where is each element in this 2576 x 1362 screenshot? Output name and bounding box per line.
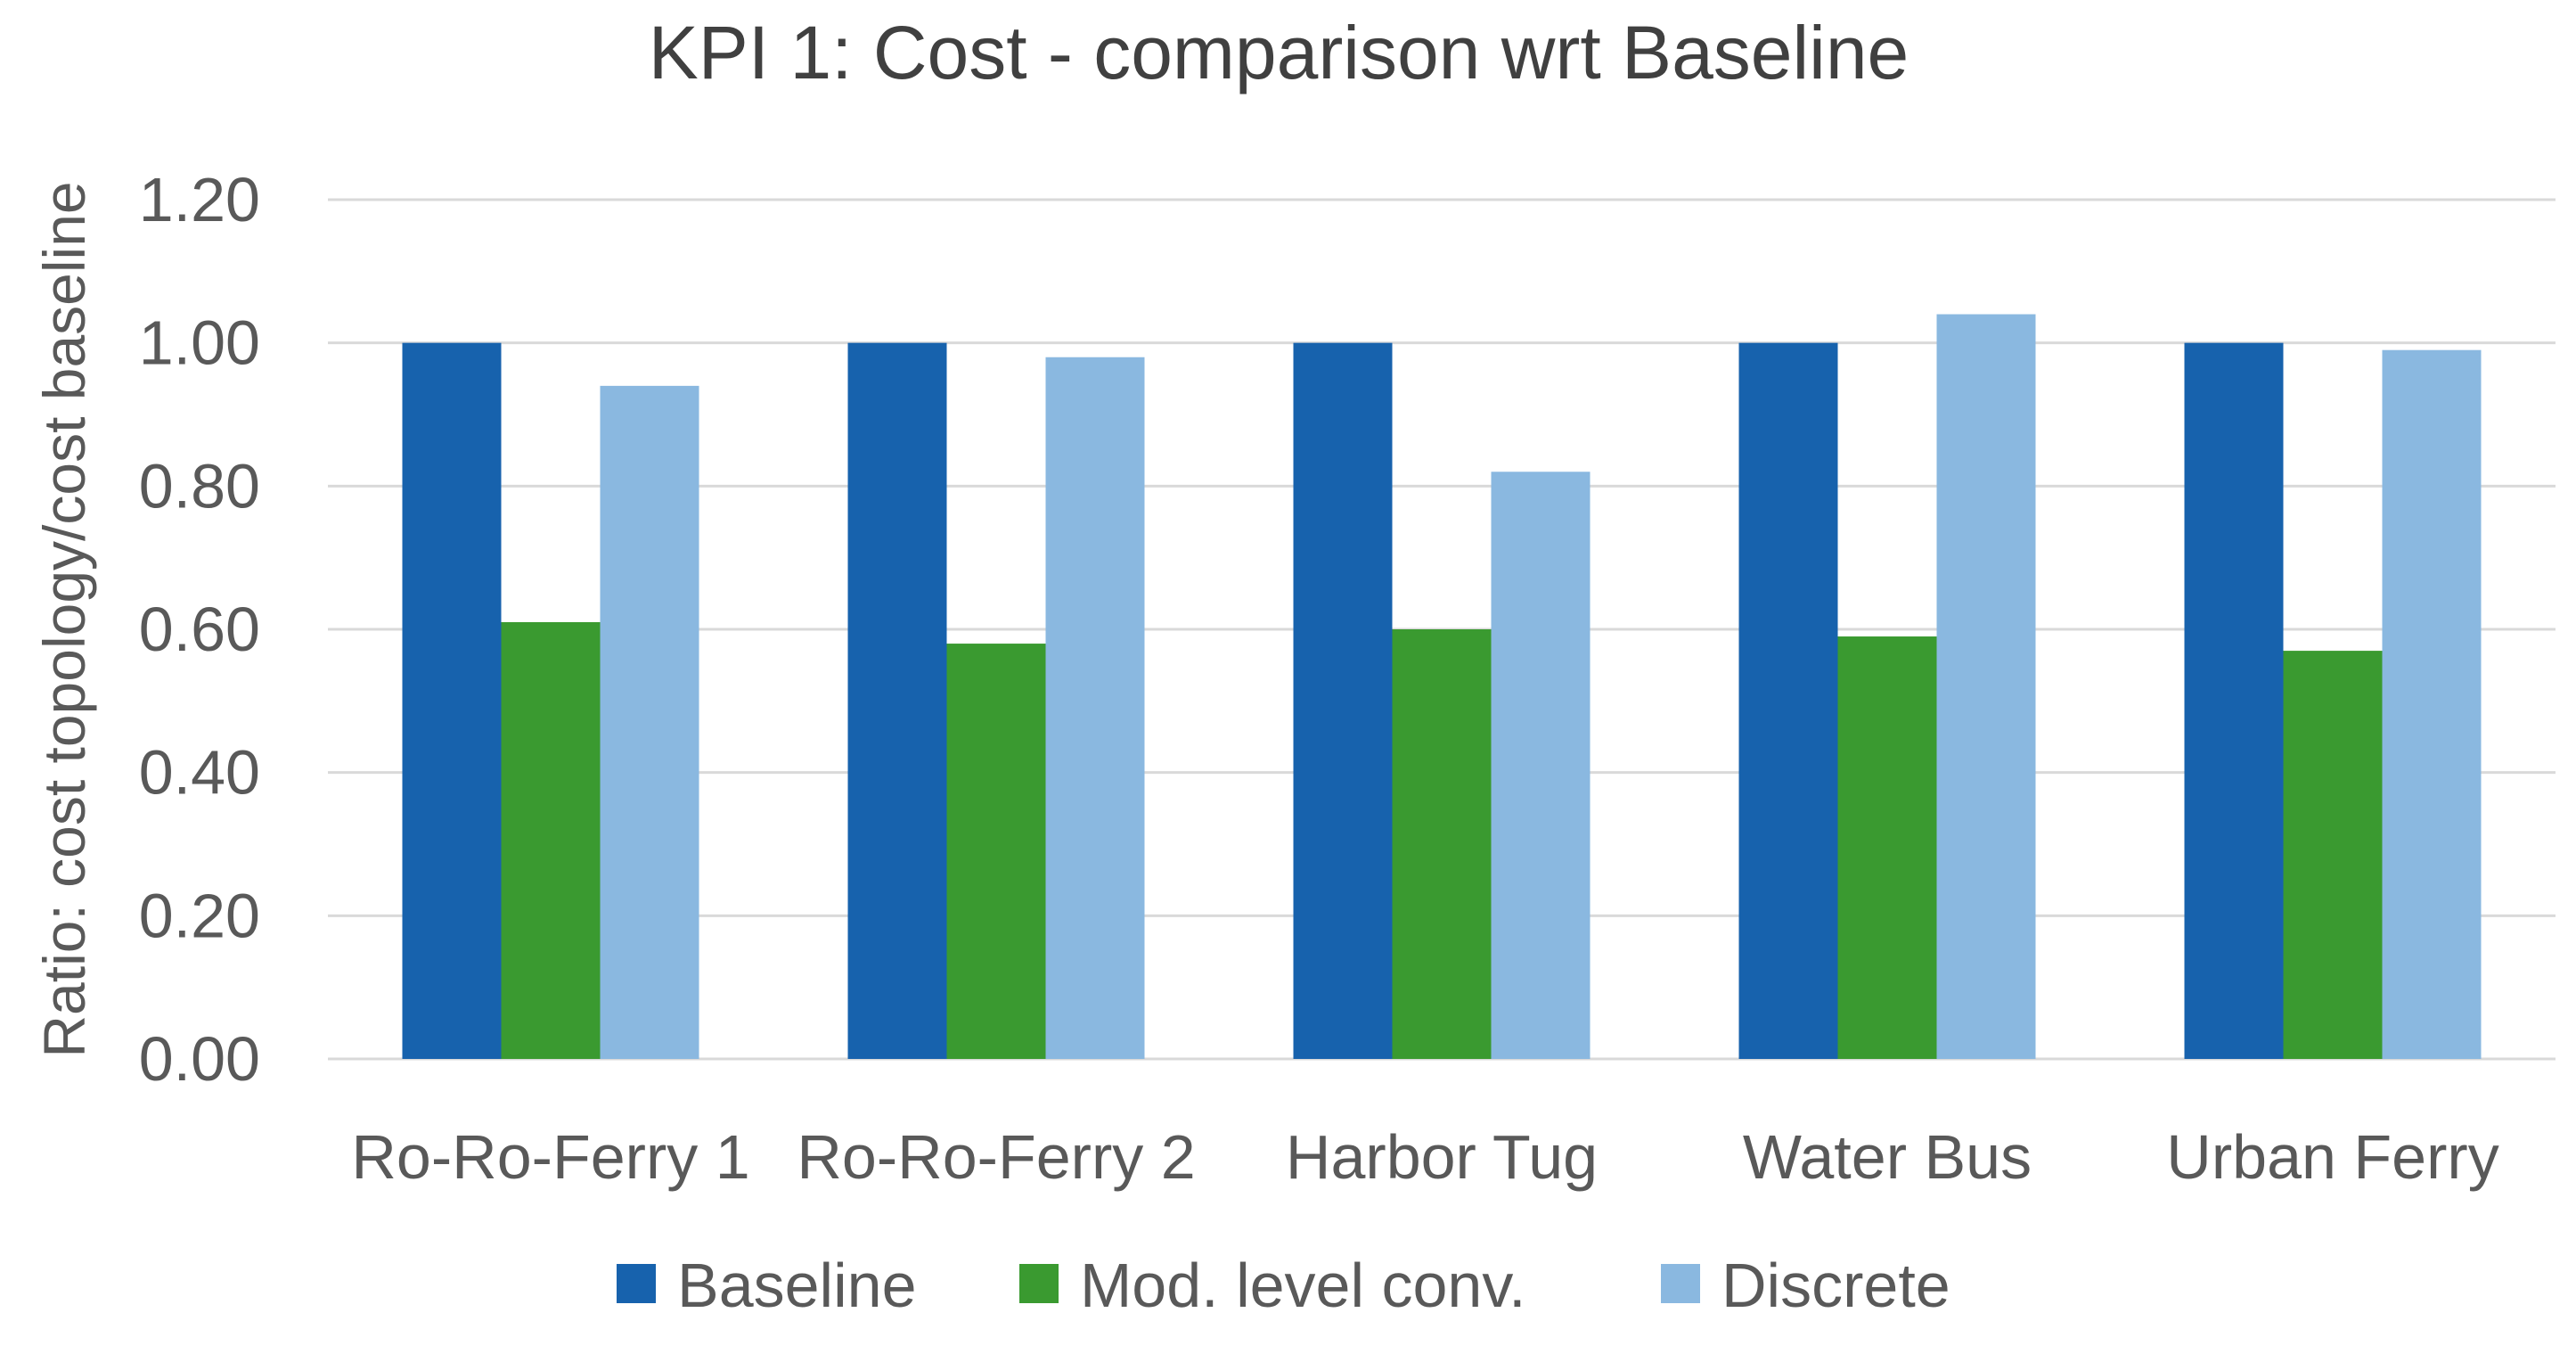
bars (402, 314, 2482, 1060)
bar-baseline-4 (2184, 342, 2284, 1060)
legend-swatch (1661, 1264, 1700, 1303)
bar-mod-level-conv-2 (1392, 629, 1492, 1059)
x-category-label: Urban Ferry (2166, 1122, 2498, 1192)
bar-mod-level-conv-1 (946, 644, 1046, 1059)
bar-baseline-1 (847, 342, 947, 1060)
y-tick-label: 0.20 (139, 881, 260, 950)
chart-title: KPI 1: Cost - comparison wrt Baseline (649, 11, 1910, 94)
bar-baseline-2 (1293, 342, 1393, 1060)
bar-discrete-3 (1936, 314, 2036, 1059)
bar-discrete-2 (1491, 472, 1591, 1059)
x-category-label: Water Bus (1743, 1122, 2032, 1192)
x-category-label: Ro-Ro-Ferry 2 (797, 1122, 1195, 1192)
y-tick-label: 1.00 (139, 308, 260, 378)
x-axis-categories: Ro-Ro-Ferry 1 Ro-Ro-Ferry 2 Harbor Tug Wate… (351, 1122, 2498, 1192)
y-tick-label: 0.00 (139, 1024, 260, 1094)
x-category-label: Ro-Ro-Ferry 1 (351, 1122, 749, 1192)
legend-label: Discrete (1721, 1251, 1950, 1320)
y-tick-label: 0.80 (139, 451, 260, 521)
bar-discrete-0 (600, 385, 699, 1059)
bar-mod-level-conv-3 (1837, 636, 1937, 1059)
legend-swatch (1019, 1264, 1059, 1303)
x-category-label: Harbor Tug (1286, 1122, 1598, 1192)
legend-label: Mod. level conv. (1080, 1251, 1526, 1320)
y-tick-label: 1.20 (139, 165, 260, 234)
bar-baseline-3 (1738, 342, 1838, 1060)
bar-discrete-1 (1045, 357, 1145, 1059)
bar-discrete-4 (2382, 349, 2482, 1059)
y-tick-label: 0.40 (139, 738, 260, 808)
bar-mod-level-conv-4 (2283, 651, 2383, 1059)
legend-label: Baseline (677, 1251, 917, 1320)
legend: Baseline Mod. level conv. Discrete (617, 1251, 1950, 1320)
bar-mod-level-conv-0 (501, 621, 601, 1059)
bar-baseline-0 (402, 342, 502, 1060)
y-axis-ticks: 0.00 0.20 0.40 0.60 0.80 1.00 1.20 (139, 165, 260, 1094)
y-axis-label: Ratio: cost topology/cost baseline (31, 181, 97, 1057)
y-tick-label: 0.60 (139, 595, 260, 664)
legend-swatch (617, 1264, 656, 1303)
